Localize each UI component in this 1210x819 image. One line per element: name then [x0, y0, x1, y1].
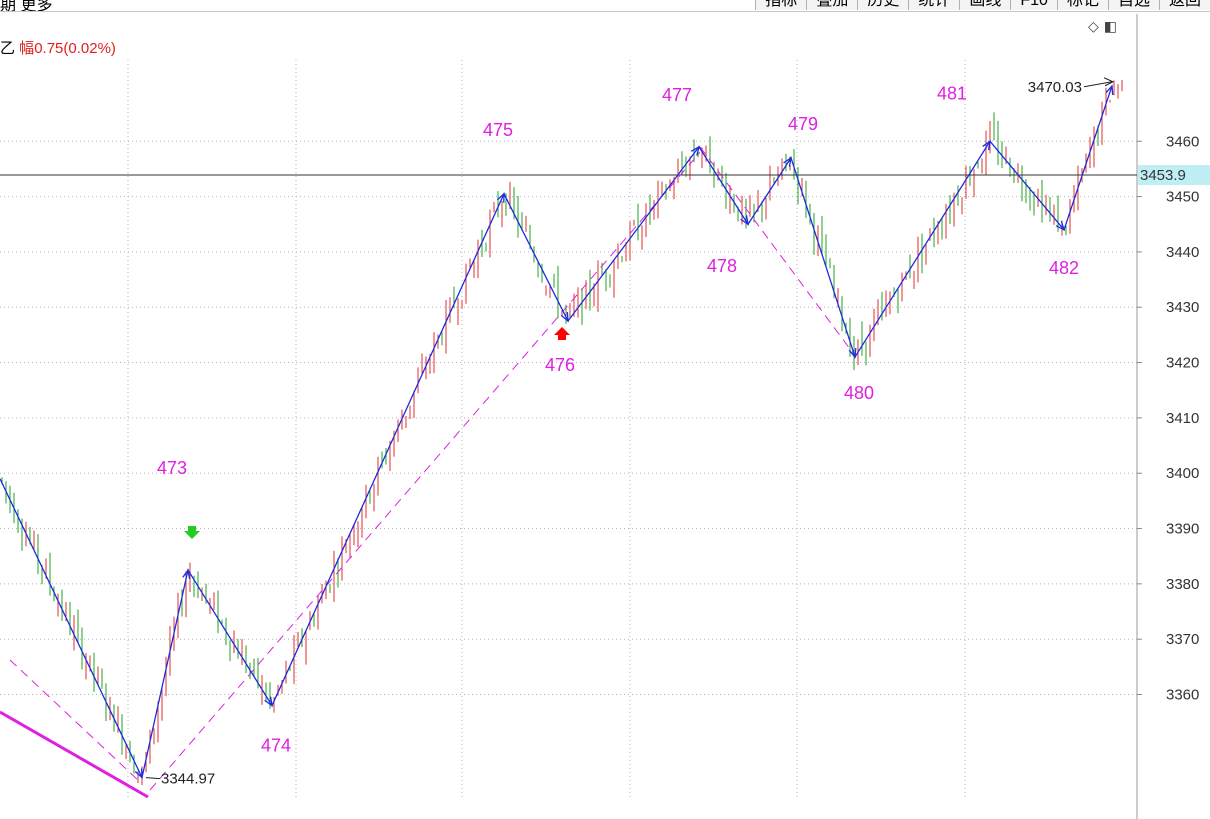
wave-label-482: 482	[1049, 258, 1079, 278]
low-extreme-label: 3344.97	[161, 771, 215, 788]
current-price-box	[1138, 165, 1210, 185]
wave-arrowhead	[690, 145, 701, 156]
high-marker-arrow	[1103, 77, 1115, 87]
current-price-label: 3453.9	[1140, 167, 1186, 184]
y-tick-label: 3380	[1166, 576, 1199, 593]
wave-label-480: 480	[844, 383, 874, 403]
toolbar-button-4[interactable]: 画线	[959, 0, 1011, 10]
wave-arrowhead	[848, 348, 857, 359]
y-tick-label: 3430	[1166, 299, 1199, 316]
wave-arrowhead	[1105, 84, 1114, 95]
high-marker-line	[1083, 81, 1113, 88]
y-tick-label: 3410	[1166, 410, 1199, 427]
wave-arrowhead	[560, 312, 569, 323]
channel-line	[149, 151, 701, 791]
top-toolbar: 期 更多 指标 叠加 历史 统计 画线 F10 标记 自选 返回	[0, 0, 1210, 12]
toolbar-button-8[interactable]: 返回	[1158, 0, 1210, 10]
wave-arrowhead	[1055, 220, 1066, 232]
wave-arrowhead	[134, 768, 143, 780]
period-more-label[interactable]: 期 更多	[0, 0, 53, 12]
wave-arrowhead	[982, 139, 991, 151]
toolbar-button-3[interactable]: 统计	[908, 0, 960, 10]
y-tick-label: 3400	[1166, 465, 1199, 482]
down-arrow-icon	[184, 526, 200, 539]
amplitude-info: 乙 幅0.75(0.02%)	[0, 37, 116, 58]
wave-label-475: 475	[483, 120, 513, 140]
amplitude-value: 0.75(0.02%)	[34, 40, 116, 57]
y-tick-label: 3440	[1166, 244, 1199, 261]
candles	[1, 79, 1123, 786]
low-marker-line	[145, 777, 161, 780]
toolbar-button-6[interactable]: 标记	[1056, 0, 1108, 10]
y-tick-label: 3360	[1166, 687, 1199, 704]
wave-label-481: 481	[937, 83, 967, 103]
channel-line	[699, 146, 857, 358]
y-tick-label: 3460	[1166, 133, 1199, 150]
diamond-icon[interactable]: ◇	[1088, 18, 1099, 34]
y-tick-label: 3390	[1166, 521, 1199, 538]
wave-label-479: 479	[788, 114, 818, 134]
y-tick-label: 3420	[1166, 355, 1199, 372]
y-tick-label: 3450	[1166, 189, 1199, 206]
wave-arrowhead	[264, 696, 273, 707]
wave-arrowhead	[783, 156, 792, 167]
panel-toggle-icon[interactable]: ◧	[1103, 18, 1118, 34]
y-tick-label: 3370	[1166, 631, 1199, 648]
wave-line	[0, 85, 1113, 780]
amplitude-label: 幅	[19, 40, 35, 57]
wave-label-473: 473	[157, 458, 187, 478]
corner-tools: ◇ ◧	[1088, 18, 1122, 35]
toolbar-button-7[interactable]: 自选	[1107, 0, 1159, 10]
channel-line	[9, 659, 141, 783]
toolbar-button-1[interactable]: 叠加	[806, 0, 858, 10]
trend-channel	[9, 146, 857, 791]
toolbar-button-2[interactable]: 历史	[857, 0, 909, 10]
wave-arrowhead	[182, 568, 191, 580]
wave-label-477: 477	[662, 85, 692, 105]
toolbar-button-5[interactable]: F10	[1010, 0, 1057, 10]
channel-solid-line	[0, 710, 149, 799]
wave-arrowhead	[496, 192, 505, 203]
wave-label-478: 478	[707, 256, 737, 276]
toolbar-buttons: 指标 叠加 历史 统计 画线 F10 标记 自选 返回	[755, 0, 1210, 11]
toolbar-button-0[interactable]: 指标	[755, 0, 807, 10]
wave-label-476: 476	[545, 355, 575, 375]
wave-arrowhead	[740, 215, 749, 226]
wave-label-474: 474	[261, 736, 291, 756]
info-prefix: 乙	[0, 40, 20, 57]
high-extreme-label: 3470.03	[1028, 79, 1082, 96]
up-arrow-icon	[554, 327, 570, 340]
